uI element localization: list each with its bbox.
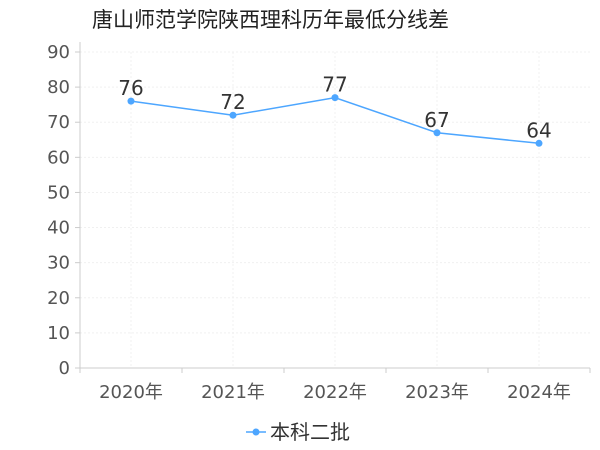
x-tick-label: 2024年 <box>507 382 571 403</box>
data-point[interactable] <box>331 94 339 102</box>
y-tick-label: 70 <box>47 112 70 133</box>
y-tick-label: 0 <box>59 358 70 379</box>
x-tick-label: 2021年 <box>201 382 265 403</box>
data-label: 72 <box>220 90 245 114</box>
y-tick-label: 10 <box>47 323 70 344</box>
legend-label[interactable]: 本科二批 <box>270 420 350 444</box>
y-tick-label: 30 <box>47 253 70 274</box>
y-tick-label: 20 <box>47 288 70 309</box>
data-point[interactable] <box>127 97 135 105</box>
legend-marker <box>252 428 260 436</box>
x-tick-label: 2020年 <box>99 382 163 403</box>
y-tick-label: 40 <box>47 218 70 239</box>
chart-title: 唐山师范学院陕西理科历年最低分线差 <box>92 8 449 32</box>
x-tick-label: 2022年 <box>303 382 367 403</box>
data-point[interactable] <box>433 129 441 137</box>
y-tick-label: 50 <box>47 182 70 203</box>
y-tick-label: 60 <box>47 147 70 168</box>
y-tick-label: 80 <box>47 77 70 98</box>
data-label: 77 <box>322 73 347 97</box>
data-label: 67 <box>424 108 449 132</box>
data-label: 76 <box>118 76 143 100</box>
data-point[interactable] <box>535 139 543 147</box>
y-tick-label: 90 <box>47 42 70 63</box>
data-label: 64 <box>526 118 551 142</box>
data-point[interactable] <box>229 111 237 119</box>
x-tick-label: 2023年 <box>405 382 469 403</box>
